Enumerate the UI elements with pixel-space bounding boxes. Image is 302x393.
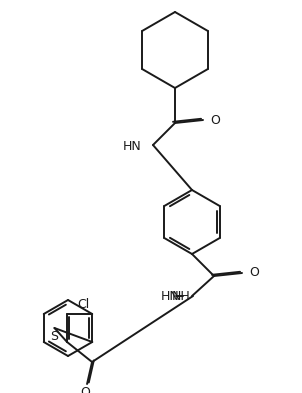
Text: HN: HN: [122, 140, 141, 152]
Text: Cl: Cl: [77, 298, 89, 310]
Text: NH: NH: [172, 290, 191, 303]
Text: HN: HN: [161, 290, 180, 303]
Text: O: O: [249, 266, 259, 279]
Text: O: O: [80, 386, 90, 393]
Text: O: O: [210, 114, 220, 127]
Text: S: S: [50, 331, 59, 343]
